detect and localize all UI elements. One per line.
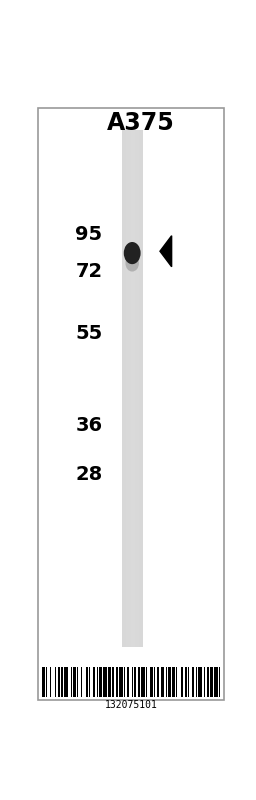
Bar <box>207 667 209 697</box>
Bar <box>116 667 118 697</box>
Bar <box>77 667 78 697</box>
Bar <box>198 667 202 697</box>
Bar <box>61 667 63 697</box>
Bar <box>154 667 155 697</box>
Polygon shape <box>160 236 172 266</box>
Bar <box>50 667 51 697</box>
Bar <box>188 667 189 697</box>
Bar <box>129 130 131 647</box>
Bar <box>108 667 111 697</box>
Bar <box>131 130 133 647</box>
Bar <box>157 667 159 697</box>
Text: 28: 28 <box>75 466 102 484</box>
Bar <box>166 667 167 697</box>
Bar <box>132 667 133 697</box>
Bar <box>99 667 102 697</box>
Text: 95: 95 <box>75 225 102 244</box>
Bar <box>81 667 82 697</box>
Bar <box>55 667 56 697</box>
Bar <box>185 667 187 697</box>
Bar <box>86 667 88 697</box>
Bar <box>210 667 213 697</box>
Bar <box>161 667 164 697</box>
Bar <box>182 667 183 697</box>
Bar <box>93 667 95 697</box>
Bar <box>141 667 145 697</box>
Bar <box>138 667 140 697</box>
Text: A375: A375 <box>107 111 175 135</box>
Bar <box>126 130 129 647</box>
Bar <box>192 667 194 697</box>
Bar <box>42 667 45 697</box>
Bar <box>119 667 123 697</box>
Bar <box>139 130 141 647</box>
Bar <box>64 667 68 697</box>
Bar <box>134 667 136 697</box>
Bar <box>135 130 137 647</box>
Text: 55: 55 <box>75 324 102 342</box>
Bar <box>196 667 197 697</box>
Ellipse shape <box>125 255 139 271</box>
Text: 36: 36 <box>75 416 102 435</box>
Text: 132075101: 132075101 <box>105 700 158 710</box>
Bar <box>168 667 171 697</box>
Bar <box>204 667 205 697</box>
Bar <box>137 130 139 647</box>
Bar <box>219 667 220 697</box>
Bar <box>214 667 218 697</box>
Bar <box>122 130 143 647</box>
Bar <box>97 667 98 697</box>
Bar <box>58 667 60 697</box>
Bar <box>133 130 135 647</box>
Bar <box>172 667 175 697</box>
Bar <box>124 667 125 697</box>
Bar <box>176 667 177 697</box>
Bar <box>46 667 47 697</box>
Bar <box>146 667 147 697</box>
Ellipse shape <box>124 242 141 264</box>
Bar <box>112 667 114 697</box>
Bar <box>71 667 72 697</box>
Bar <box>103 667 107 697</box>
Bar <box>122 130 124 647</box>
Text: 72: 72 <box>75 262 102 281</box>
Bar <box>127 667 129 697</box>
Bar <box>124 130 126 647</box>
Bar <box>89 667 90 697</box>
Bar <box>141 130 143 647</box>
Bar <box>150 667 153 697</box>
Bar <box>73 667 76 697</box>
